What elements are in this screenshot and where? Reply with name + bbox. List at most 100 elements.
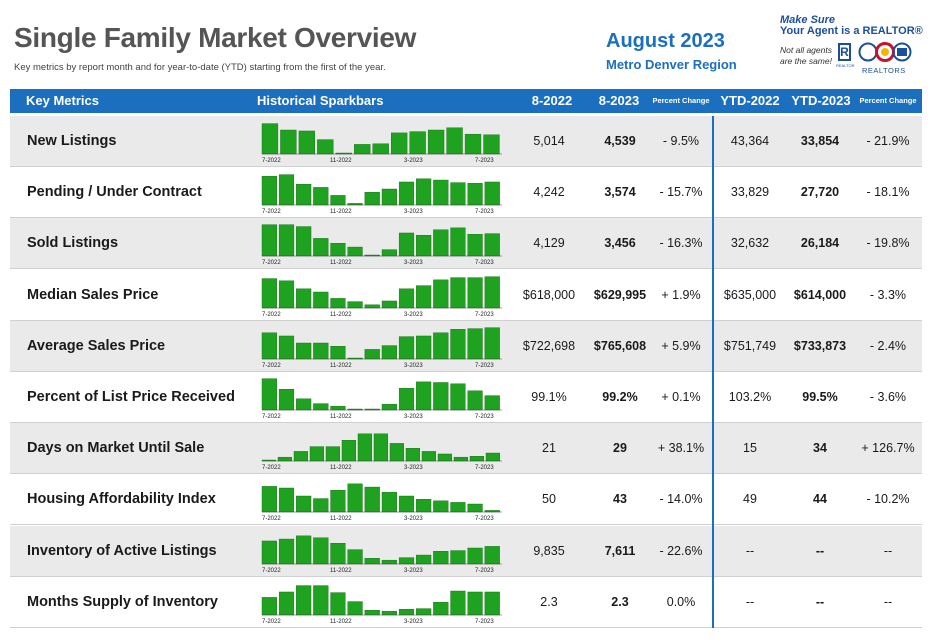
- sparkbar: [467, 591, 483, 615]
- value-ytd-curr: 26,184: [800, 236, 840, 251]
- sparkbar: [450, 276, 466, 308]
- value-ytd-change: - 2.4%: [869, 338, 907, 353]
- value-month-prev: 4,242: [533, 185, 565, 200]
- value-month-change: - 16.3%: [659, 236, 703, 251]
- col-ytd-curr: YTD-2023: [791, 93, 851, 108]
- sparkbar: [450, 228, 466, 257]
- sparkbar-axis-label: 11-2022: [330, 414, 352, 420]
- value-month-prev: $618,000: [522, 287, 576, 302]
- sparkbar-chart: 7-2022 11-2022 3-2023 7-2023: [250, 427, 506, 473]
- sparkbar: [398, 181, 415, 206]
- value-month-change: + 38.1%: [657, 441, 705, 456]
- value-ytd-change: - 3.6%: [869, 390, 907, 404]
- table-row: Housing Affordability Index 50 43 - 14.0% 49…: [10, 474, 922, 526]
- value-ytd-curr: 34: [813, 441, 827, 456]
- sparkbar: [278, 538, 295, 564]
- sparkbar: [450, 383, 466, 411]
- sparkbar: [296, 535, 312, 564]
- sparkbar-axis-label: 3-2023: [404, 465, 423, 471]
- sparkbar: [330, 405, 346, 411]
- sparkbar: [467, 390, 483, 411]
- sparkbar: [325, 446, 340, 462]
- logo-note: Not all agents are the same!: [780, 45, 832, 66]
- value-month-prev: 4,129: [533, 236, 565, 251]
- value-ytd-prev: --: [745, 594, 755, 609]
- value-month-change: - 22.6%: [659, 543, 703, 558]
- sparkbar: [416, 235, 432, 257]
- sparkbar: [330, 490, 346, 513]
- sparkbar: [330, 195, 346, 206]
- sparkbar: [330, 345, 346, 359]
- sparkbar-chart: 7-2022 11-2022 3-2023 7-2023: [250, 530, 506, 576]
- sparkbar: [416, 381, 432, 411]
- sparkbar: [484, 233, 500, 257]
- metric-label: Months Supply of Inventory: [27, 593, 218, 610]
- value-ytd-prev: 32,632: [730, 236, 770, 251]
- sparkbar: [398, 388, 415, 411]
- sparkbar: [313, 187, 329, 206]
- sparkbar: [450, 182, 466, 206]
- sparkbar: [467, 276, 483, 308]
- sparkbar: [398, 233, 415, 257]
- sparkbar: [433, 550, 449, 564]
- sparkbar: [313, 403, 329, 411]
- value-month-change: - 14.0%: [659, 492, 703, 507]
- value-ytd-curr: $733,873: [793, 338, 847, 353]
- sparkbar: [467, 234, 483, 257]
- sparkbar: [354, 144, 371, 155]
- value-month-prev: 99.1%: [531, 390, 567, 404]
- table-row: Median Sales Price $618,000 $629,995 + 1.9%…: [10, 270, 922, 321]
- sparkbar: [398, 496, 415, 513]
- value-month-curr: 99.2%: [602, 390, 638, 404]
- sparkbar: [433, 229, 449, 257]
- sparkbar: [381, 492, 397, 513]
- logo-line1: Make Sure: [780, 14, 836, 26]
- metric-label: Median Sales Price: [27, 286, 159, 303]
- sparkbar: [453, 457, 468, 462]
- value-month-change: - 15.7%: [659, 185, 703, 200]
- sparkbar: [469, 456, 484, 462]
- sparkbar: [296, 585, 312, 615]
- value-month-curr: 3,574: [604, 185, 636, 200]
- metric-label: New Listings: [27, 133, 117, 149]
- value-ytd-curr: --: [815, 594, 825, 609]
- col-ytd-change: Percent Change: [859, 96, 917, 105]
- logo-line2: Your Agent is a REALTOR®: [780, 25, 923, 37]
- sparkbar: [278, 488, 295, 513]
- sparkbar-axis-label: 11-2022: [330, 209, 352, 215]
- sparkbar: [347, 247, 363, 257]
- sparkbar: [398, 556, 415, 564]
- sparkbar-axis-label: 3-2023: [404, 568, 423, 574]
- sparkbar-chart: 7-2022 11-2022 3-2023 7-2023: [250, 120, 506, 166]
- col-month-curr: 8-2023: [598, 93, 640, 108]
- value-ytd-change: - 21.9%: [866, 134, 910, 148]
- sparkbar: [296, 496, 312, 513]
- value-month-change: 0.0%: [666, 594, 696, 609]
- sparkbar-axis-label: 3-2023: [404, 516, 423, 522]
- sparkbar: [484, 327, 500, 359]
- value-ytd-curr: $614,000: [793, 287, 847, 302]
- sparkbar: [373, 433, 388, 462]
- table-row: Sold Listings 4,129 3,456 - 16.3% 32,632 26,1…: [10, 218, 922, 270]
- sparkbar-axis-label: 7-2022: [262, 158, 281, 164]
- sparkbar: [364, 304, 380, 308]
- sparkbar: [278, 280, 295, 308]
- sparkbar-axis-label: 7-2022: [262, 568, 281, 574]
- sparkbar: [467, 183, 483, 206]
- sparkbar: [296, 342, 312, 359]
- value-month-curr: 43: [613, 492, 627, 507]
- region-label: Metro Denver Region: [606, 57, 737, 72]
- sparkbar: [416, 335, 432, 359]
- sparkbar-chart: 7-2022 11-2022 3-2023 7-2023: [250, 376, 506, 422]
- sparkbar: [277, 457, 292, 462]
- sparkbar-axis-label: 7-2022: [262, 465, 281, 471]
- value-ytd-change: - 10.2%: [866, 492, 910, 507]
- table-row: Months Supply of Inventory 2.3 2.3 0.0% -- --…: [10, 577, 922, 628]
- value-month-curr: 7,611: [604, 543, 636, 558]
- table-row: Average Sales Price $722,698 $765,608 + 5.9…: [10, 320, 922, 372]
- sparkbar: [261, 123, 279, 155]
- sparkbar-axis-label: 11-2022: [330, 465, 352, 471]
- value-ytd-prev: 49: [743, 492, 757, 507]
- value-ytd-curr: 33,854: [800, 134, 840, 148]
- sparkbar: [391, 132, 408, 155]
